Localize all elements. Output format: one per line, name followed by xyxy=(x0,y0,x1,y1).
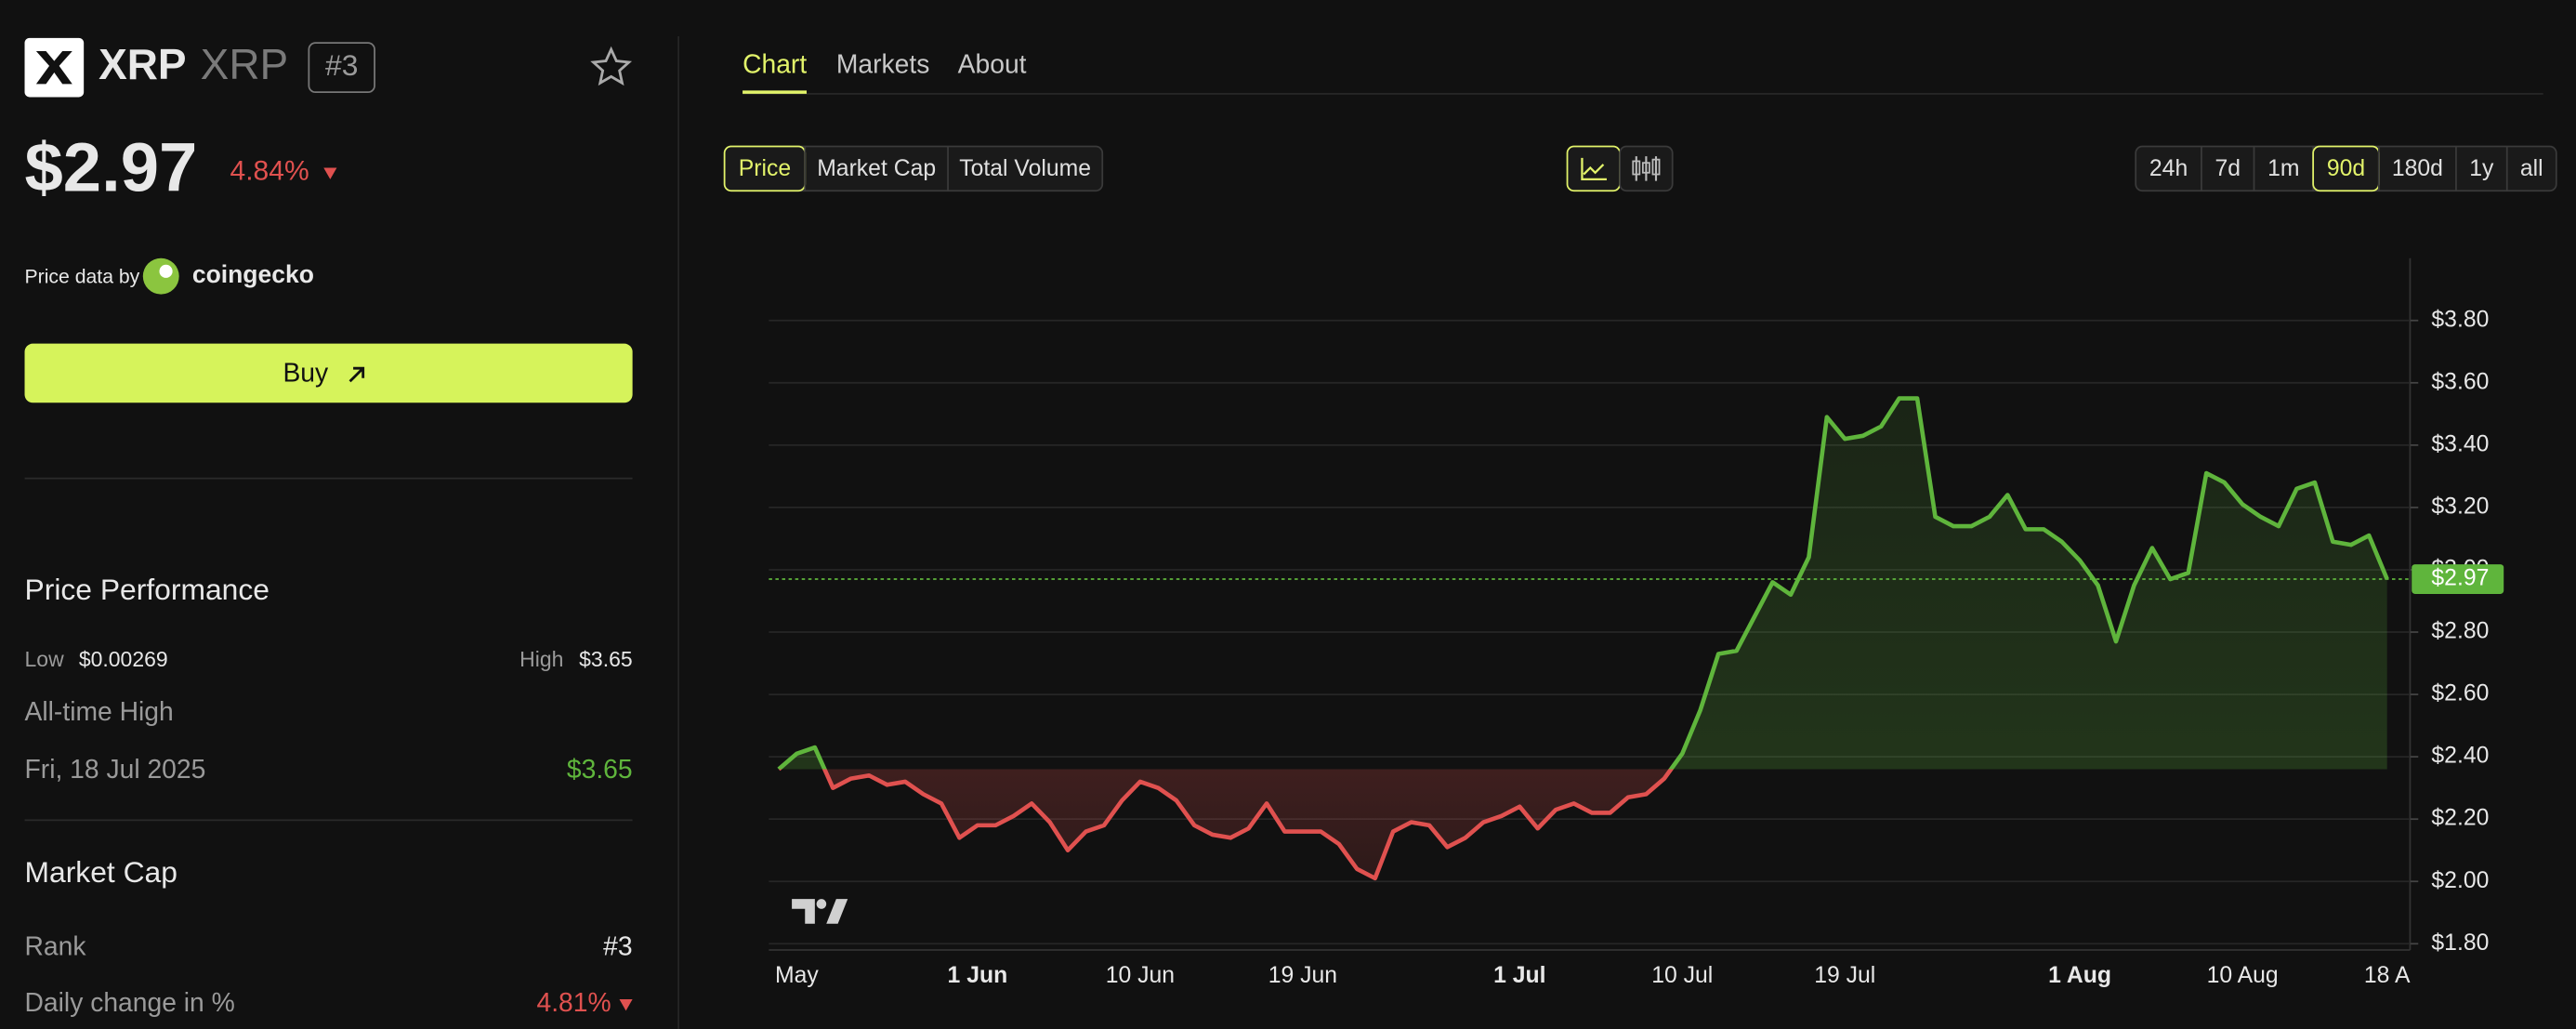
x-tick-label: 10 Jun xyxy=(1106,963,1175,988)
tv-dot xyxy=(816,899,827,909)
ath-date: Fri, 18 Jul 2025 xyxy=(25,754,206,784)
price-change: 4.84% xyxy=(230,156,309,187)
y-tick-label: $2.40 xyxy=(2431,744,2489,769)
x-tick-label: 10 Jul xyxy=(1651,963,1713,988)
candle-icon xyxy=(1651,158,1661,176)
candle-icon xyxy=(1641,162,1650,174)
button-label[interactable]: Price xyxy=(739,156,791,181)
high-value: $3.65 xyxy=(579,647,632,671)
line-style-button[interactable] xyxy=(1566,145,1621,192)
x-tick-label: 18 A xyxy=(2364,963,2411,988)
y-tick-label: $2.60 xyxy=(2431,681,2489,706)
tv-shape xyxy=(792,899,848,924)
coin-symbol: XRP xyxy=(201,40,289,88)
candle-icon xyxy=(1632,160,1641,176)
button-label[interactable]: 180d xyxy=(2392,156,2443,181)
high-label: High xyxy=(519,647,563,671)
change-value: 4.81% xyxy=(536,987,611,1017)
source-prefix: Price data by xyxy=(25,267,140,288)
favorite-star[interactable] xyxy=(590,46,633,86)
tradingview-logo xyxy=(792,899,848,924)
down-arrow xyxy=(323,167,337,179)
rank-label: Rank xyxy=(25,931,87,961)
price: $2.97 xyxy=(25,128,198,205)
last-price-tag xyxy=(2412,564,2504,594)
price-line xyxy=(777,396,2389,881)
button-label[interactable]: all xyxy=(2520,156,2543,181)
ath-value: $3.65 xyxy=(567,754,633,784)
section-title: Price Performance xyxy=(25,573,269,606)
tabs: Chart Markets About xyxy=(743,48,1027,94)
y-tick-label: $3.80 xyxy=(2431,307,2489,332)
coingecko-eye xyxy=(159,264,173,278)
area xyxy=(778,398,2387,878)
source-provider: coingecko xyxy=(192,260,314,288)
x-tick-label: 1 Jun xyxy=(948,963,1008,988)
rank-text: #3 xyxy=(325,48,358,82)
x-tick-label: 19 Jun xyxy=(1268,963,1337,988)
tab[interactable]: Markets xyxy=(836,48,930,78)
button-label[interactable]: Total Volume xyxy=(959,156,1091,181)
x-tick-label: 1 Jul xyxy=(1493,963,1545,988)
low-label: Low xyxy=(25,647,65,671)
button-label[interactable]: 90d xyxy=(2327,156,2365,181)
range-buttons: 24h 7d 1m 90d 180d 1y all xyxy=(2135,145,2557,192)
rank-value: #3 xyxy=(603,931,632,961)
rank-badge xyxy=(308,42,375,94)
chart-style-toggle xyxy=(1566,145,1674,192)
down-arrow xyxy=(619,999,633,1011)
coingecko-logo xyxy=(142,257,179,295)
chart: $1.80$2.00$2.20$2.40$2.60$2.80$3.00$3.20… xyxy=(769,257,2504,988)
coin-name: XRP xyxy=(99,40,187,88)
buy-button[interactable] xyxy=(24,343,633,403)
low-value: $0.00269 xyxy=(79,647,168,671)
tab[interactable]: About xyxy=(958,48,1027,78)
x-tick-label: May xyxy=(775,963,819,988)
y-tick-label: $2.20 xyxy=(2431,806,2489,831)
logo-mark xyxy=(35,50,72,85)
x-tick-label: 19 Jul xyxy=(1814,963,1875,988)
button-label[interactable]: 1y xyxy=(2469,156,2494,181)
line-icon xyxy=(1581,157,1607,181)
y-tick-label: $2.00 xyxy=(2431,868,2489,893)
y-tick-label: $3.40 xyxy=(2431,431,2489,456)
x-tick-label: 1 Aug xyxy=(2048,963,2111,988)
section-title: Market Cap xyxy=(25,855,177,889)
last-price-label: $2.97 xyxy=(2431,566,2489,591)
ath-label: All-time High xyxy=(25,696,174,726)
button-label[interactable]: 7d xyxy=(2215,156,2241,181)
y-tick-label: $2.80 xyxy=(2431,619,2489,644)
y-tick-label: $3.20 xyxy=(2431,494,2489,519)
button-label[interactable]: 1m xyxy=(2267,156,2299,181)
buy-label: Buy xyxy=(283,358,329,388)
y-tick-label: $1.80 xyxy=(2431,930,2489,956)
change-label: Daily change in % xyxy=(25,987,235,1017)
buy-icon xyxy=(348,366,365,383)
tab[interactable]: Chart xyxy=(743,48,807,78)
coin-header: XRP XRP #3 $2.97 4.84% xyxy=(24,37,633,205)
button-label[interactable]: Market Cap xyxy=(817,156,936,181)
x-tick-label: 10 Aug xyxy=(2207,963,2279,988)
y-tick-label: $3.60 xyxy=(2431,369,2489,394)
button-label[interactable]: 24h xyxy=(2149,156,2188,181)
metric-buttons: Price Market Cap Total Volume xyxy=(723,145,1104,192)
